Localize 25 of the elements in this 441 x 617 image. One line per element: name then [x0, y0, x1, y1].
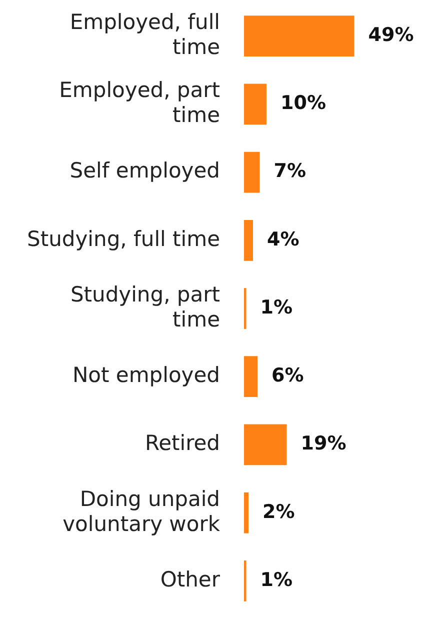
- y-tick-label: Not employed: [72, 363, 220, 388]
- y-tick-label: Studying, part time: [70, 282, 220, 332]
- y-tick-label: Doing unpaid voluntary work: [62, 486, 221, 536]
- bar: [244, 356, 258, 398]
- data-label: 4%: [267, 228, 300, 250]
- data-label: 49%: [368, 24, 414, 46]
- data-label: 10%: [280, 92, 326, 114]
- bar: [244, 424, 287, 466]
- bar: [244, 220, 253, 261]
- data-label: 2%: [262, 500, 295, 523]
- bar: [244, 492, 248, 534]
- data-label: 1%: [260, 296, 293, 318]
- bar: [244, 84, 266, 125]
- data-label: 19%: [300, 432, 346, 455]
- bar: [244, 152, 260, 193]
- y-tick-label: Other: [160, 567, 220, 592]
- data-label: 1%: [260, 568, 293, 591]
- y-tick-label: Employed, full time: [70, 10, 220, 60]
- y-tick-label: Employed, part time: [59, 78, 220, 128]
- bar: [244, 16, 354, 56]
- data-label: 6%: [272, 364, 304, 387]
- y-tick-label: Retired: [144, 431, 220, 456]
- y-tick-label: Self employed: [70, 158, 220, 183]
- data-label: 7%: [274, 160, 306, 182]
- y-tick-label: Studying, full time: [27, 226, 220, 251]
